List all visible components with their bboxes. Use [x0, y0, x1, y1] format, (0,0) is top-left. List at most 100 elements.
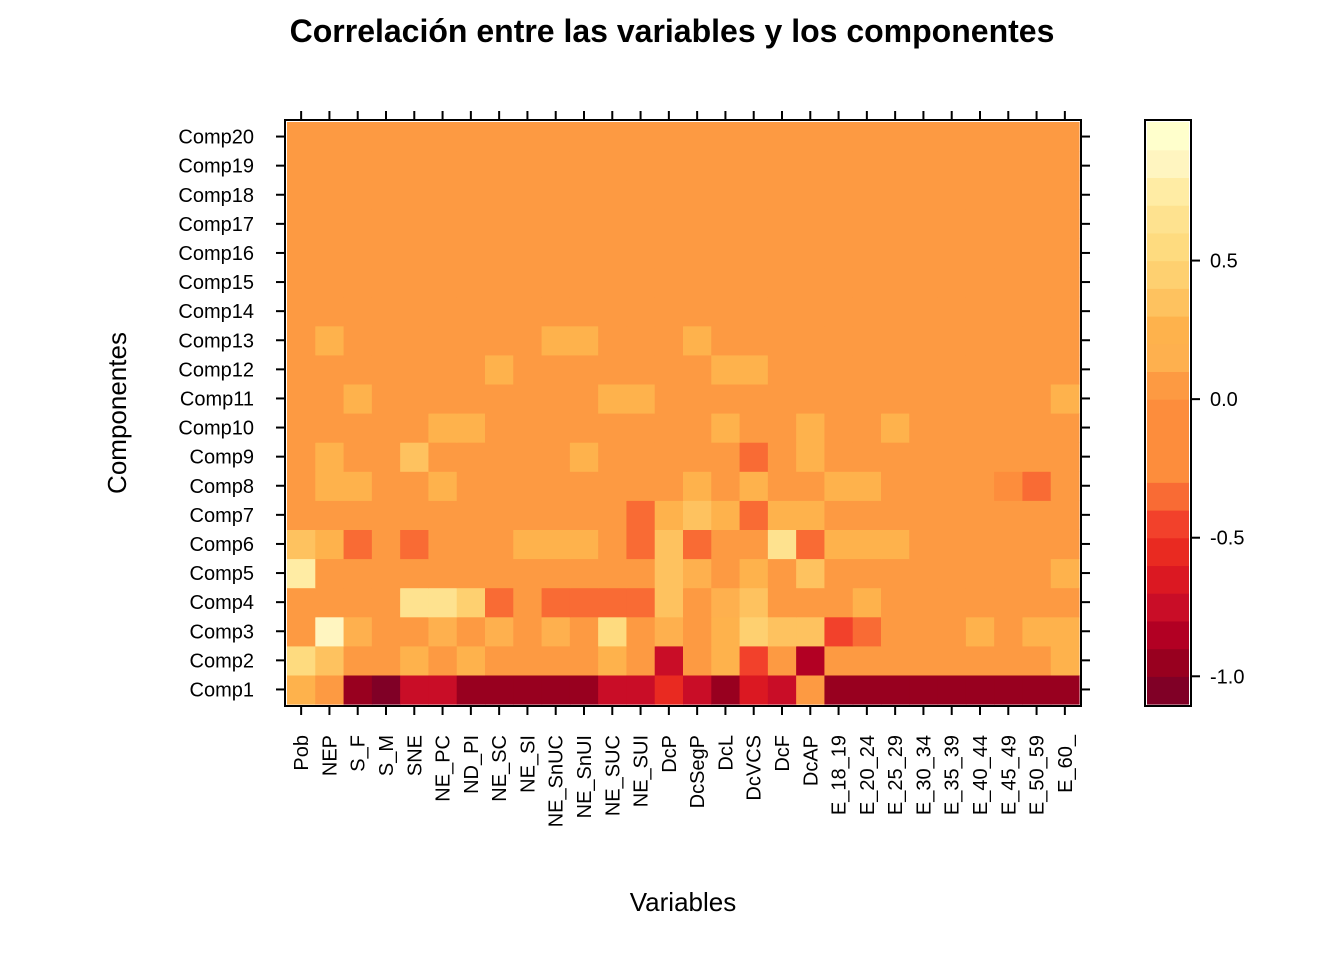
heatmap-cell	[456, 645, 486, 676]
y-tick-label: Comp14	[178, 301, 254, 323]
heatmap-cell	[654, 500, 684, 530]
heatmap-cell	[1050, 296, 1080, 327]
heatmap-cell	[343, 674, 373, 705]
heatmap-cell	[767, 267, 797, 298]
x-tick-label: E_30_34	[913, 735, 935, 815]
heatmap-cell	[513, 616, 543, 647]
heatmap-cell	[824, 442, 854, 472]
heatmap-cell	[598, 122, 628, 152]
heatmap-cell	[654, 122, 684, 152]
heatmap-cell	[598, 325, 628, 356]
colorbar-swatch	[1147, 426, 1189, 456]
heatmap-cell	[824, 558, 854, 589]
heatmap-cell	[287, 296, 316, 327]
heatmap-cell	[767, 674, 797, 705]
heatmap-cell	[456, 500, 486, 530]
heatmap-cell	[739, 616, 769, 647]
heatmap-cell	[315, 151, 345, 181]
heatmap-cell	[1022, 151, 1052, 181]
heatmap-cell	[626, 645, 656, 676]
heatmap-cell	[315, 296, 345, 327]
x-tick-label: S_F	[348, 735, 370, 772]
heatmap-cell	[965, 296, 995, 327]
heatmap-cell	[541, 296, 571, 327]
heatmap-cell	[485, 238, 514, 269]
x-tick-label: NE_SnUI	[574, 735, 596, 818]
heatmap-cell	[456, 587, 486, 618]
colorbar-swatch	[1147, 149, 1189, 179]
heatmap-cell	[569, 122, 599, 152]
heatmap-cell	[541, 616, 571, 647]
heatmap-cell	[456, 238, 486, 269]
heatmap-cell	[400, 180, 430, 210]
heatmap-cell	[626, 209, 656, 239]
heatmap-cell	[1050, 529, 1080, 560]
heatmap-cell	[683, 180, 712, 210]
heatmap-cell	[598, 674, 628, 705]
heatmap-cell	[881, 296, 910, 327]
heatmap-cell	[371, 238, 401, 269]
chart-title: Correlación entre las variables y los co…	[290, 13, 1055, 49]
heatmap-cell	[456, 674, 486, 705]
y-tick-label: Comp2	[190, 650, 254, 672]
heatmap-cell	[796, 529, 826, 560]
heatmap-cell	[937, 674, 967, 705]
heatmap-cell	[343, 296, 373, 327]
heatmap-cell	[569, 587, 599, 618]
heatmap-cell	[598, 413, 628, 443]
colorbar-swatch	[1147, 565, 1189, 594]
heatmap-cell	[965, 529, 995, 560]
heatmap-cell	[287, 413, 316, 443]
heatmap-cell	[456, 558, 486, 589]
heatmap-cell	[937, 616, 967, 647]
heatmap-cell	[400, 354, 430, 385]
heatmap-cell	[287, 674, 316, 705]
heatmap-cell	[1022, 500, 1052, 530]
heatmap-cell	[1022, 529, 1052, 560]
heatmap-cell	[626, 529, 656, 560]
heatmap-cell	[456, 151, 486, 181]
heatmap-cell	[937, 558, 967, 589]
colorbar-swatch	[1147, 676, 1189, 705]
heatmap-cell	[824, 325, 854, 356]
heatmap-cell	[569, 616, 599, 647]
heatmap-cell	[824, 674, 854, 705]
y-tick-label: Comp1	[190, 679, 254, 701]
heatmap-cell	[965, 558, 995, 589]
heatmap-cell	[739, 180, 769, 210]
heatmap-cell	[796, 151, 826, 181]
colorbar-swatch	[1147, 399, 1189, 428]
heatmap-cell	[852, 471, 882, 501]
heatmap-cell	[909, 529, 939, 560]
heatmap-cell	[287, 267, 316, 298]
heatmap-cell	[371, 471, 401, 501]
heatmap-cell	[739, 122, 769, 152]
heatmap-cell	[371, 500, 401, 530]
heatmap-cell	[541, 209, 571, 239]
heatmap-cell	[400, 267, 430, 298]
heatmap-cell	[371, 674, 401, 705]
x-tick-label: NE_SI	[517, 735, 539, 793]
heatmap-cell	[456, 383, 486, 414]
heatmap-cell	[881, 529, 910, 560]
colorbar	[1147, 122, 1189, 705]
heatmap-cell	[796, 296, 826, 327]
heatmap-cell	[315, 238, 345, 269]
heatmap-cell	[541, 500, 571, 530]
axis-ticks	[276, 111, 1090, 715]
heatmap-cell	[569, 354, 599, 385]
heatmap-cell	[683, 413, 712, 443]
heatmap-cell	[343, 267, 373, 298]
heatmap-cell	[739, 529, 769, 560]
heatmap-cell	[513, 674, 543, 705]
heatmap-cell	[937, 383, 967, 414]
heatmap-cell	[881, 500, 910, 530]
x-tick-label: DcF	[772, 735, 794, 772]
heatmap-cell	[287, 180, 316, 210]
heatmap-cell	[909, 616, 939, 647]
heatmap-cell	[456, 122, 486, 152]
heatmap-cell	[400, 500, 430, 530]
heatmap-cell	[428, 645, 458, 676]
colorbar-swatch	[1147, 537, 1189, 567]
heatmap-cell	[711, 122, 741, 152]
